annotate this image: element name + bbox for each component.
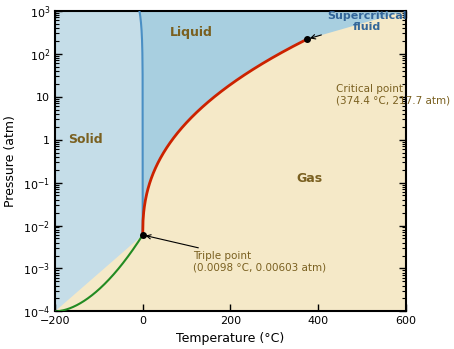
Polygon shape bbox=[55, 11, 143, 311]
Text: Critical point
(374.4 °C, 217.7 atm): Critical point (374.4 °C, 217.7 atm) bbox=[336, 84, 450, 105]
X-axis label: Temperature (°C): Temperature (°C) bbox=[176, 332, 285, 345]
Text: Triple point
(0.0098 °C, 0.00603 atm): Triple point (0.0098 °C, 0.00603 atm) bbox=[147, 235, 326, 273]
Text: Supercritical
fluid: Supercritical fluid bbox=[311, 11, 406, 39]
Y-axis label: Pressure (atm): Pressure (atm) bbox=[4, 115, 17, 207]
Polygon shape bbox=[139, 11, 406, 235]
Text: Gas: Gas bbox=[296, 172, 323, 185]
Text: Liquid: Liquid bbox=[169, 26, 212, 39]
Text: Solid: Solid bbox=[69, 133, 103, 146]
